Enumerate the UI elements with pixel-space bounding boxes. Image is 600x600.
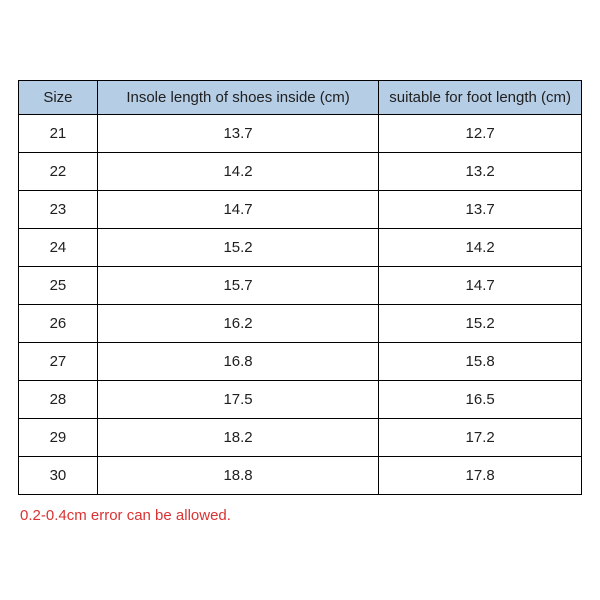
table-row: 2616.215.2 <box>19 305 582 343</box>
col-header-foot: suitable for foot length (cm) <box>379 81 582 115</box>
cell-foot: 13.7 <box>379 191 582 229</box>
cell-insole: 13.7 <box>97 115 379 153</box>
cell-insole: 14.7 <box>97 191 379 229</box>
shoe-size-table: Size Insole length of shoes inside (cm) … <box>18 80 582 495</box>
col-header-size: Size <box>19 81 98 115</box>
cell-size: 22 <box>19 153 98 191</box>
table-row: 2113.712.7 <box>19 115 582 153</box>
cell-insole: 17.5 <box>97 381 379 419</box>
table-row: 2314.713.7 <box>19 191 582 229</box>
cell-size: 23 <box>19 191 98 229</box>
table-row: 2817.516.5 <box>19 381 582 419</box>
cell-insole: 15.2 <box>97 229 379 267</box>
cell-foot: 15.2 <box>379 305 582 343</box>
cell-insole: 14.2 <box>97 153 379 191</box>
cell-size: 25 <box>19 267 98 305</box>
table-row: 2214.213.2 <box>19 153 582 191</box>
cell-foot: 16.5 <box>379 381 582 419</box>
cell-size: 30 <box>19 457 98 495</box>
cell-insole: 16.8 <box>97 343 379 381</box>
table-row: 2918.217.2 <box>19 419 582 457</box>
footnote-text: 0.2-0.4cm error can be allowed. <box>20 507 582 524</box>
cell-foot: 17.8 <box>379 457 582 495</box>
cell-size: 26 <box>19 305 98 343</box>
cell-insole: 15.7 <box>97 267 379 305</box>
cell-size: 29 <box>19 419 98 457</box>
cell-size: 24 <box>19 229 98 267</box>
cell-size: 21 <box>19 115 98 153</box>
table-row: 2716.815.8 <box>19 343 582 381</box>
cell-foot: 17.2 <box>379 419 582 457</box>
cell-foot: 14.7 <box>379 267 582 305</box>
table-row: 2515.714.7 <box>19 267 582 305</box>
cell-insole: 18.2 <box>97 419 379 457</box>
col-header-insole: Insole length of shoes inside (cm) <box>97 81 379 115</box>
cell-size: 28 <box>19 381 98 419</box>
table-row: 3018.817.8 <box>19 457 582 495</box>
cell-size: 27 <box>19 343 98 381</box>
cell-foot: 15.8 <box>379 343 582 381</box>
table-header-row: Size Insole length of shoes inside (cm) … <box>19 81 582 115</box>
cell-insole: 18.8 <box>97 457 379 495</box>
cell-foot: 14.2 <box>379 229 582 267</box>
table-row: 2415.214.2 <box>19 229 582 267</box>
cell-insole: 16.2 <box>97 305 379 343</box>
cell-foot: 13.2 <box>379 153 582 191</box>
table-body: 2113.712.72214.213.22314.713.72415.214.2… <box>19 115 582 495</box>
cell-foot: 12.7 <box>379 115 582 153</box>
